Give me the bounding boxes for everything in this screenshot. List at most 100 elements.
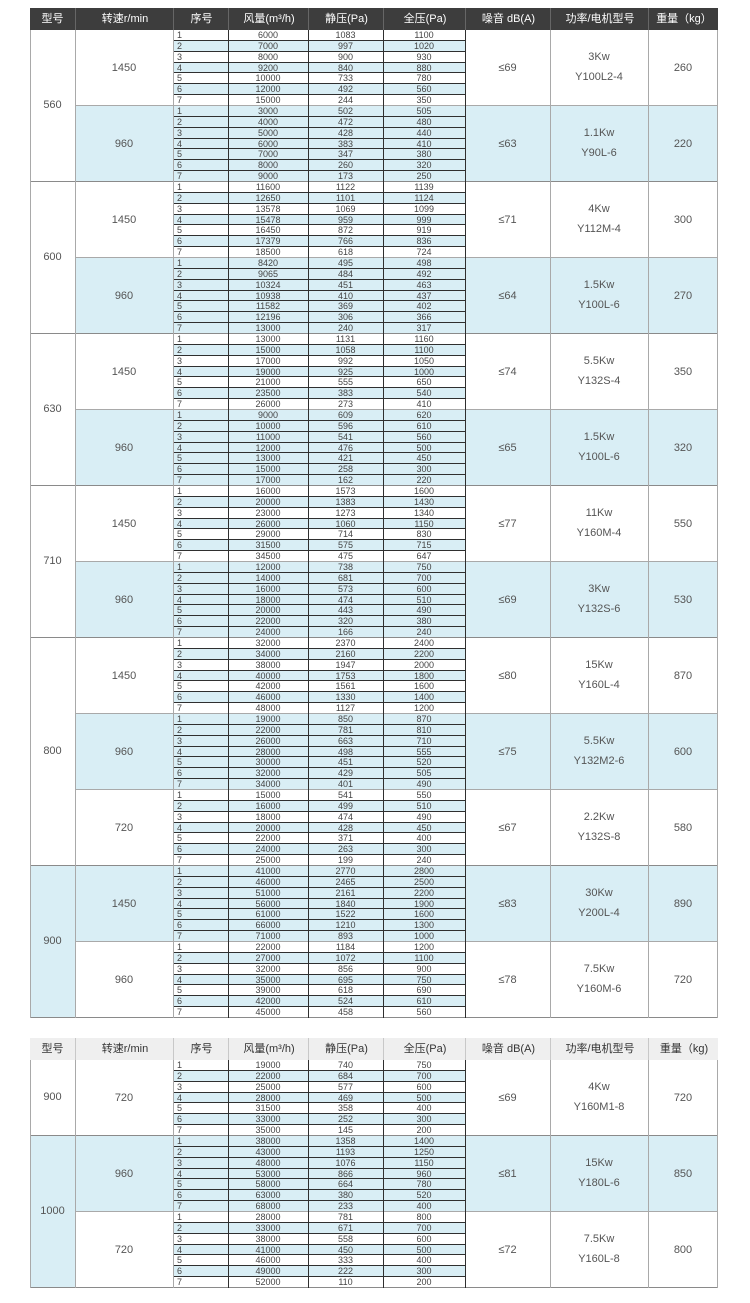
index-value: 1 — [177, 334, 183, 344]
motor-model-label: Y160L-4 — [578, 679, 620, 691]
speed-cell: 960 — [114, 594, 134, 606]
group-divider — [75, 257, 718, 258]
power-label: 1.5Kw — [583, 431, 615, 443]
column-divider — [173, 30, 174, 1018]
table-row: 2 10000 596 610 — [173, 420, 465, 432]
static-pressure-value: 671 — [337, 1222, 354, 1233]
airflow-value: 28000 — [255, 1092, 281, 1103]
airflow-value: 22000 — [255, 942, 281, 952]
table-row: 5 42000 1561 1600 — [173, 681, 465, 693]
total-pressure-value: 1100 — [414, 30, 434, 40]
noise-cell: ≤69 — [498, 1092, 517, 1104]
model-cell: 1000 — [30, 1136, 75, 1288]
airflow-value: 8000 — [257, 160, 279, 171]
total-pressure-value: 1300 — [413, 920, 435, 931]
airflow-value: 9000 — [257, 410, 279, 420]
total-pressure-value: 1020 — [413, 40, 435, 51]
static-pressure-value: 1753 — [335, 670, 356, 681]
total-pressure-value: 560 — [416, 84, 432, 95]
motor-model-label: Y160M1-8 — [573, 1101, 625, 1113]
column-divider — [228, 1060, 229, 1288]
noise-cell: ≤72 — [498, 1244, 517, 1256]
index-value: 4 — [177, 594, 183, 605]
speed-cell: 1450 — [111, 214, 137, 226]
total-pressure-value: 400 — [416, 1255, 432, 1266]
airflow-value: 12196 — [255, 312, 281, 323]
speed-cell: 960 — [114, 138, 134, 150]
index-value: 6 — [177, 464, 183, 475]
index-value: 6 — [177, 996, 183, 1007]
airflow-value: 3000 — [257, 106, 279, 116]
index-value: 7 — [177, 95, 183, 106]
index-value: 5 — [177, 985, 183, 996]
static-pressure-value: 199 — [337, 855, 354, 866]
total-pressure-value: 505 — [416, 768, 432, 779]
weight-cell: 260 — [673, 62, 693, 74]
airflow-value: 42000 — [255, 681, 281, 692]
static-pressure-value: 1072 — [335, 952, 356, 963]
motor-model-label: Y160M-4 — [576, 527, 622, 539]
noise-cell: ≤78 — [498, 974, 517, 986]
static-pressure-value: 273 — [337, 399, 354, 410]
index-value: 1 — [177, 30, 183, 40]
total-pressure-value: 555 — [416, 746, 432, 757]
index-value: 4 — [177, 898, 183, 909]
total-pressure-value: 1200 — [413, 942, 435, 952]
table-row: 4 56000 1840 1900 — [173, 898, 465, 910]
total-pressure-value: 240 — [416, 855, 432, 866]
table-row: 4 53000 866 960 — [173, 1168, 465, 1180]
total-pressure-value: 250 — [416, 171, 432, 182]
static-pressure-value: 469 — [337, 1092, 354, 1103]
column-divider — [173, 1060, 174, 1288]
group-divider — [75, 409, 718, 410]
total-pressure-value: 410 — [416, 138, 432, 149]
airflow-value: 12000 — [255, 442, 281, 453]
static-pressure-value: 2161 — [335, 887, 356, 898]
static-pressure-value: 872 — [337, 225, 354, 236]
static-pressure-value: 1127 — [335, 703, 356, 714]
total-pressure-value: 650 — [416, 377, 432, 388]
index-value: 7 — [177, 703, 183, 714]
total-pressure-value: 1160 — [414, 334, 434, 344]
table-row: 4 6000 383 410 — [173, 138, 465, 150]
noise-cell: ≤71 — [498, 214, 517, 226]
airflow-value: 56000 — [255, 898, 281, 909]
table-row: 5 10000 733 780 — [173, 73, 465, 85]
power-label: 1.5Kw — [583, 279, 615, 291]
total-pressure-value: 715 — [416, 540, 432, 551]
table-row: 1 16000 1573 1600 — [173, 486, 465, 497]
airflow-value: 10938 — [255, 290, 281, 301]
table-row: 5 29000 714 830 — [173, 529, 465, 541]
speed-cell: 720 — [114, 1092, 134, 1104]
header-index: 序号 — [173, 1038, 229, 1060]
index-value: 5 — [177, 225, 183, 236]
airflow-value: 20000 — [255, 496, 281, 507]
table-row: 1 41000 2770 2800 — [173, 866, 465, 877]
total-pressure-value: 1340 — [413, 507, 435, 518]
index-value: 5 — [177, 149, 183, 160]
index-value: 3 — [177, 583, 183, 594]
airflow-value: 25000 — [255, 855, 281, 866]
static-pressure-value: 369 — [337, 301, 354, 312]
total-pressure-value: 200 — [416, 1125, 432, 1136]
index-value: 2 — [177, 800, 183, 811]
static-pressure-value: 347 — [337, 149, 354, 160]
total-pressure-value: 400 — [416, 1201, 432, 1212]
index-value: 2 — [177, 648, 183, 659]
total-pressure-value: 2400 — [413, 638, 435, 648]
total-pressure-value: 380 — [416, 616, 432, 627]
table-row: 5 22000 371 400 — [173, 833, 465, 845]
speed-cell: 1450 — [111, 670, 137, 682]
column-divider — [717, 1060, 718, 1288]
static-pressure-value: 925 — [337, 366, 354, 377]
static-pressure-value: 740 — [337, 1060, 354, 1070]
group-divider — [75, 713, 718, 714]
table-row: 2 7000 997 1020 — [173, 40, 465, 52]
static-pressure-value: 333 — [337, 1255, 354, 1266]
table-row: 1 8420 495 498 — [173, 258, 465, 269]
power-label: 3Kw — [588, 51, 610, 63]
power-motor-cell: 5.5Kw Y132S-4 — [550, 334, 648, 410]
airflow-value: 12650 — [255, 192, 281, 203]
index-value: 7 — [177, 247, 183, 258]
total-pressure-value: 200 — [416, 1277, 432, 1288]
